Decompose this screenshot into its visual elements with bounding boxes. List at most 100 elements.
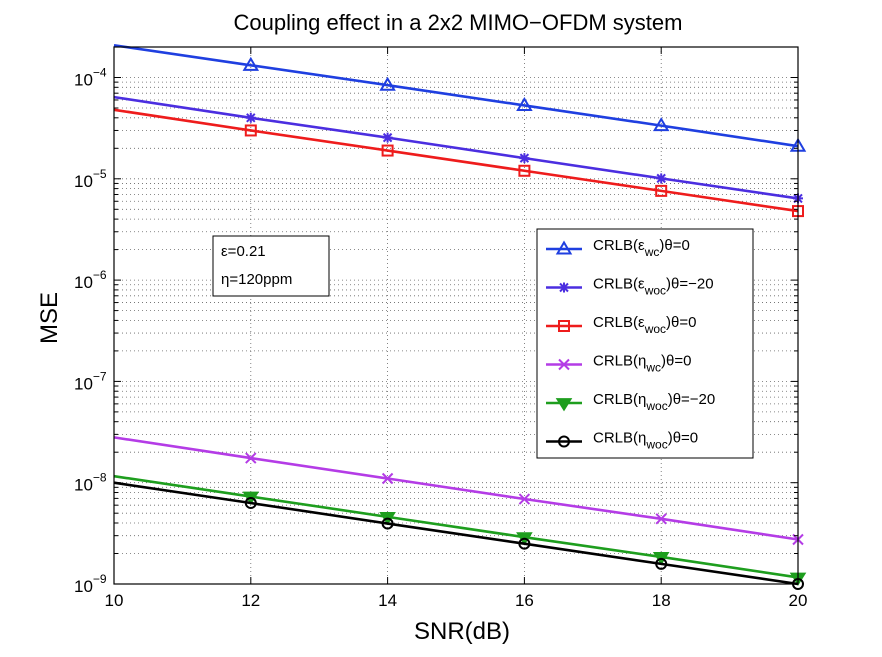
series-line <box>113 43 799 148</box>
data-point <box>245 452 257 464</box>
y-tick-label: 10−7 <box>74 369 107 393</box>
legend-label: CRLB(εwoc)θ=0 <box>593 314 697 336</box>
y-tick-exponent: −5 <box>93 167 107 181</box>
data-point <box>518 164 531 177</box>
data-point <box>382 132 393 143</box>
legend-label-prefix: CRLB( <box>593 237 638 254</box>
series-group <box>113 43 807 590</box>
legend-label-symbol: ε <box>638 276 645 293</box>
legend-item: CRLB(ηwoc)θ=−20 <box>546 391 715 413</box>
series-3 <box>113 436 804 546</box>
legend-label-symbol: η <box>638 430 646 447</box>
legend-label-subscript: woc <box>645 399 667 413</box>
series-2 <box>113 108 804 218</box>
legend-marker <box>559 282 569 293</box>
y-tick-base: 10 <box>74 577 93 596</box>
annotation-box: ε=0.21 η=120ppm <box>212 235 330 297</box>
chart-title: Coupling effect in a 2x2 MIMO−OFDM syste… <box>234 10 683 35</box>
y-tick-label: 10−4 <box>74 65 107 89</box>
legend-label-prefix: CRLB( <box>593 314 638 331</box>
y-tick-base: 10 <box>74 476 93 495</box>
y-axis-label: MSE <box>36 292 63 344</box>
series-line <box>113 481 799 586</box>
y-tick-base: 10 <box>74 273 93 292</box>
legend-label-suffix: )θ=−20 <box>666 276 714 293</box>
data-point <box>519 153 530 164</box>
data-point <box>244 124 257 137</box>
legend-label-suffix: )θ=0 <box>659 237 689 254</box>
legend-label-prefix: CRLB( <box>593 430 638 447</box>
legend: CRLB(εwc)θ=0CRLB(εwoc)θ=−20CRLB(εwoc)θ=0… <box>536 228 754 459</box>
legend-label-subscript: woc <box>644 322 666 336</box>
data-point <box>244 497 257 510</box>
legend-label: CRLB(ηwoc)θ=0 <box>593 430 698 452</box>
series-5 <box>113 481 804 590</box>
y-tick-base: 10 <box>74 374 93 393</box>
legend-item: CRLB(εwoc)θ=0 <box>546 314 697 336</box>
legend-label-suffix: )θ=0 <box>666 314 696 331</box>
x-axis-label: SNR(dB) <box>414 618 510 645</box>
annotation-epsilon: ε=0.21 <box>221 243 266 260</box>
legend-label-suffix: )θ=0 <box>668 430 698 447</box>
legend-label-symbol: ε <box>638 314 645 331</box>
annotation-eta: η=120ppm <box>221 271 292 288</box>
legend-label-suffix: )θ=−20 <box>668 391 716 408</box>
x-tick-label: 12 <box>241 591 260 610</box>
data-point <box>381 517 394 530</box>
y-tick-label: 10−8 <box>74 471 107 495</box>
legend-marker <box>558 435 570 448</box>
legend-label-subscript: wc <box>645 361 661 375</box>
data-point <box>379 76 396 91</box>
data-point <box>656 173 667 184</box>
data-point <box>516 96 533 111</box>
data-point <box>518 537 531 550</box>
legend-item: CRLB(εwoc)θ=−20 <box>546 276 714 298</box>
y-tick-label: 10−5 <box>74 167 107 191</box>
y-tick-exponent: −7 <box>93 369 107 383</box>
y-tick-exponent: −9 <box>93 572 107 586</box>
x-tick-label: 14 <box>378 591 397 610</box>
data-point <box>652 117 670 132</box>
legend-label-subscript: woc <box>645 438 667 452</box>
data-point <box>381 144 394 157</box>
x-tick-label: 10 <box>105 591 124 610</box>
legend-item: CRLB(ηwc)θ=0 <box>546 353 691 375</box>
data-point <box>655 513 667 525</box>
y-tick-exponent: −8 <box>93 471 107 485</box>
series-line <box>113 474 799 579</box>
legend-item: CRLB(ηwoc)θ=0 <box>546 430 698 452</box>
legend-label-subscript: wc <box>644 245 660 259</box>
x-tick-label: 18 <box>652 591 671 610</box>
legend-label: CRLB(ηwc)θ=0 <box>593 353 691 375</box>
y-tick-exponent: −6 <box>93 268 107 282</box>
legend-label-symbol: η <box>638 391 646 408</box>
y-tick-label: 10−9 <box>74 572 107 596</box>
y-tick-exponent: −4 <box>93 65 107 79</box>
y-tick-label: 10−6 <box>74 268 107 292</box>
legend-item: CRLB(εwc)θ=0 <box>546 237 690 259</box>
legend-label: CRLB(εwc)θ=0 <box>593 237 690 259</box>
data-point <box>245 112 256 123</box>
plot-frame <box>113 46 799 585</box>
data-point <box>242 56 260 71</box>
legend-marker <box>558 320 570 332</box>
legend-label-symbol: η <box>638 353 646 370</box>
legend-label: CRLB(ηwoc)θ=−20 <box>593 391 715 413</box>
legend-label-suffix: )θ=0 <box>661 353 691 370</box>
series-line <box>113 108 799 213</box>
y-tick-base: 10 <box>74 172 93 191</box>
legend-label-subscript: woc <box>644 284 666 298</box>
data-point <box>655 557 668 570</box>
x-tick-label: 16 <box>515 591 534 610</box>
data-point <box>518 493 531 505</box>
data-point <box>381 472 394 485</box>
legend-label-prefix: CRLB( <box>593 353 638 370</box>
series-line <box>113 436 799 541</box>
data-point <box>655 184 668 197</box>
legend-marker <box>558 358 570 371</box>
x-tick-label: 20 <box>789 591 808 610</box>
legend-label: CRLB(εwoc)θ=−20 <box>593 276 714 298</box>
legend-label-symbol: ε <box>638 237 645 254</box>
